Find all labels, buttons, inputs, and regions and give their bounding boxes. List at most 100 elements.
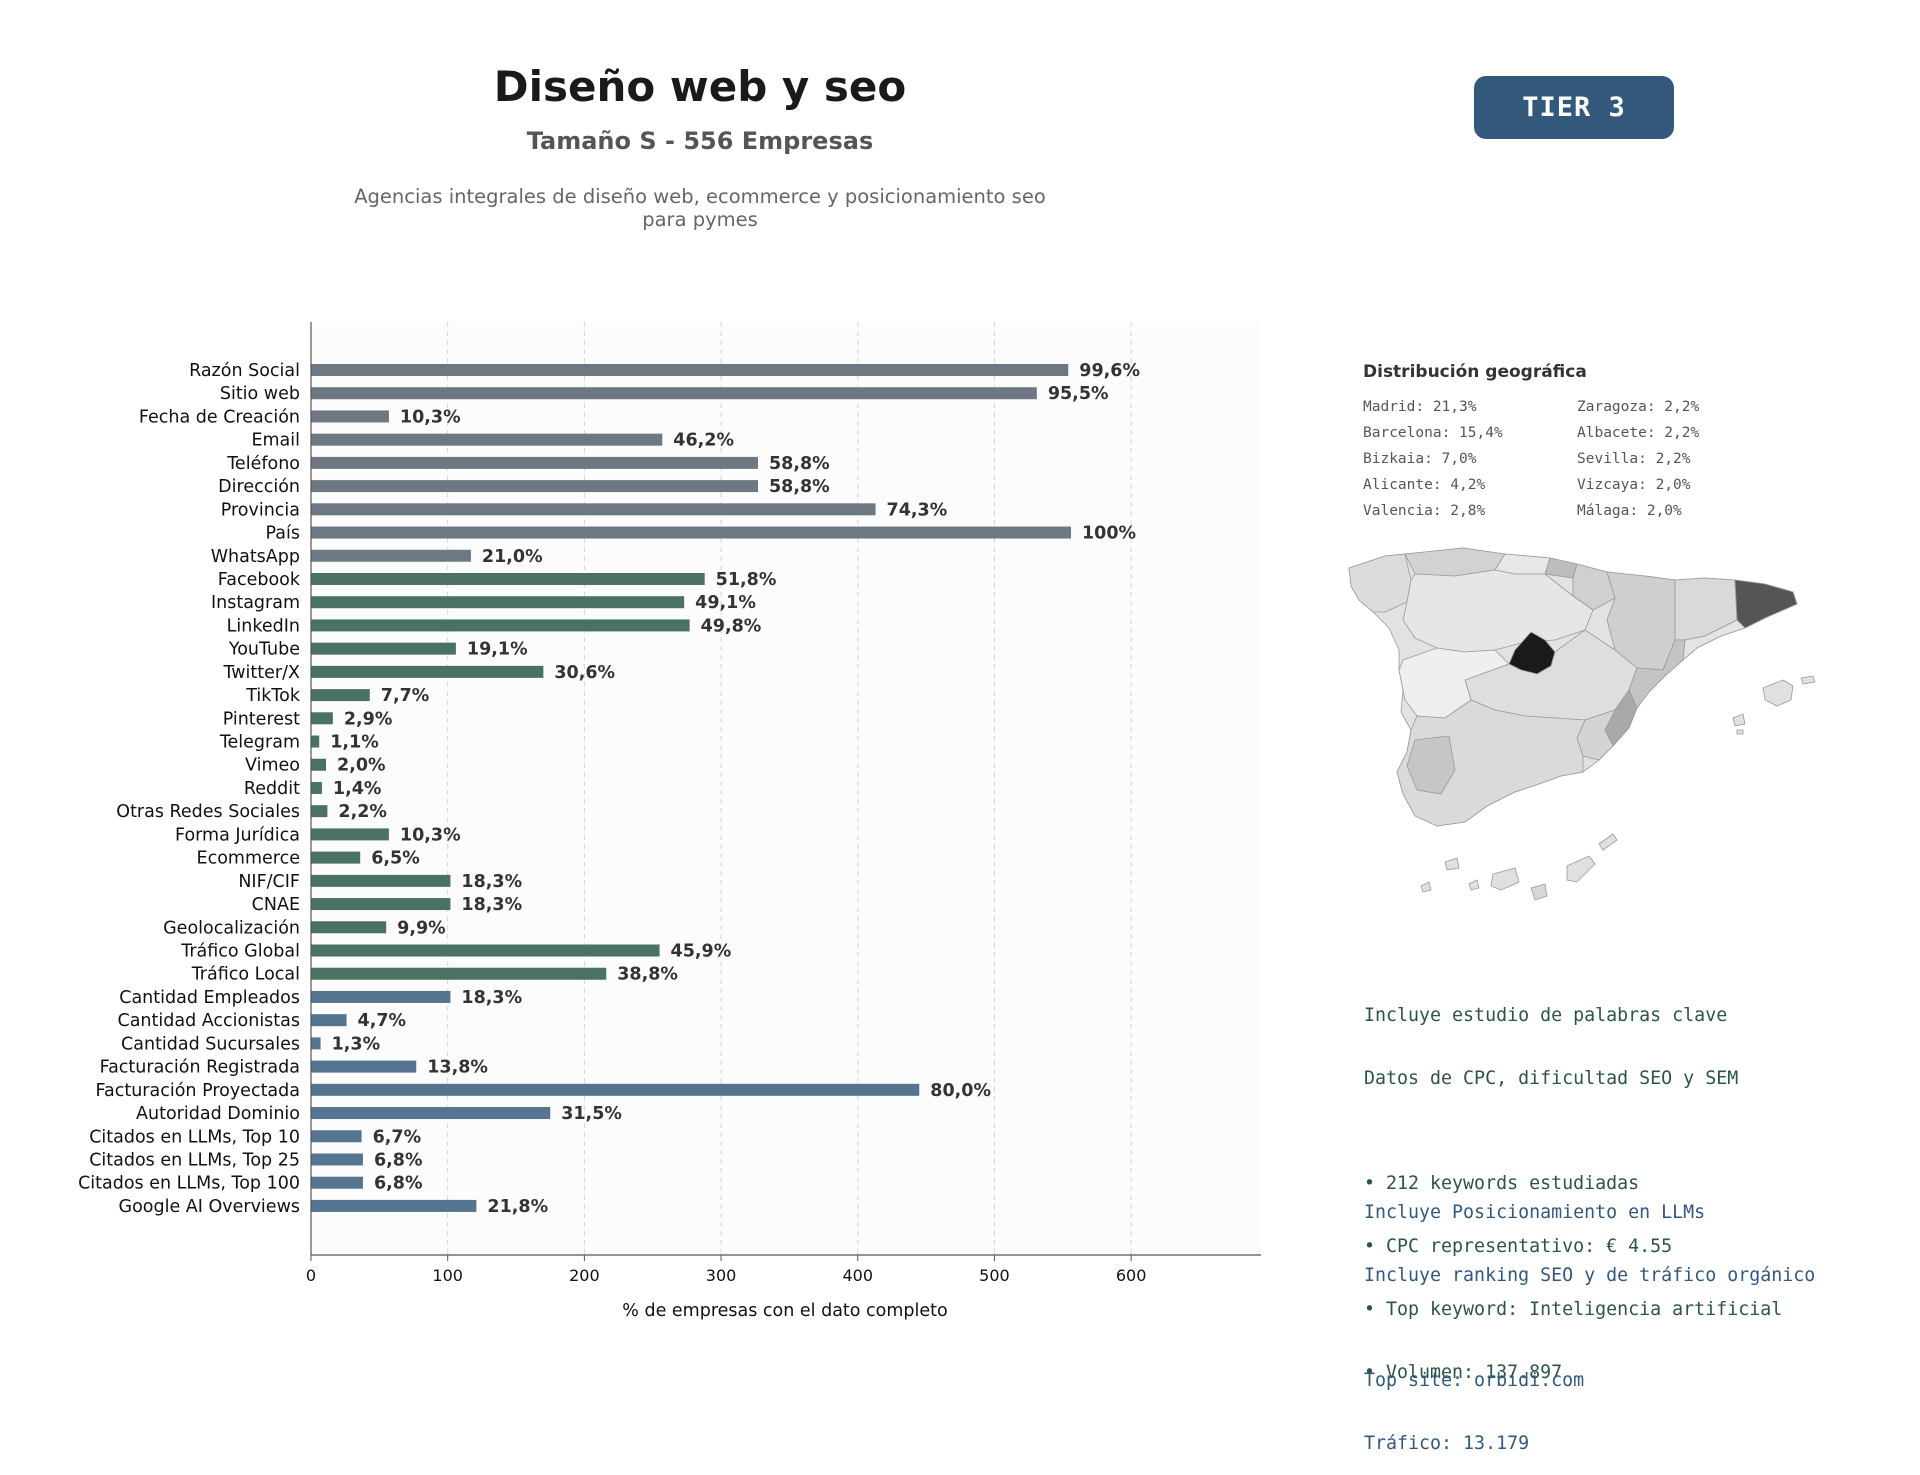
- map-canary-7: [1598, 833, 1618, 851]
- y-tick-label: TikTok: [245, 686, 301, 706]
- llm-line: Top site: orbidi.com: [1364, 1370, 1585, 1391]
- y-tick-label: Citados en LLMs, Top 25: [89, 1150, 300, 1170]
- y-tick-label: WhatsApp: [211, 547, 300, 567]
- data-label: 2,2%: [338, 802, 387, 822]
- page-description: Agencias integrales de diseño web, ecomm…: [354, 185, 1046, 231]
- y-tick-label: Cantidad Empleados: [119, 988, 300, 1008]
- data-label: 49,8%: [701, 616, 762, 636]
- bar: [311, 1130, 362, 1143]
- bar: [311, 549, 471, 562]
- bar: [311, 828, 389, 841]
- y-tick-label: Teléfono: [226, 454, 300, 474]
- keywords-line: • Top keyword: Inteligencia artificial: [1364, 1299, 1783, 1320]
- bar: [311, 781, 322, 794]
- data-label: 80,0%: [930, 1081, 991, 1101]
- y-tick-label: Provincia: [221, 500, 300, 520]
- map-castilla-leon: [1402, 569, 1594, 653]
- data-label: 18,3%: [461, 988, 522, 1008]
- y-tick-label: Facturación Registrada: [100, 1058, 300, 1078]
- y-tick-label: Cantidad Accionistas: [117, 1011, 300, 1031]
- bar: [311, 712, 333, 725]
- keywords-line: • 212 keywords estudiadas: [1364, 1173, 1640, 1194]
- bar: [311, 1176, 363, 1189]
- bar: [311, 410, 389, 423]
- data-label: 21,8%: [487, 1197, 548, 1217]
- tier-badge: TIER 3: [1474, 76, 1674, 139]
- y-tick-label: Email: [251, 431, 300, 451]
- bar: [311, 665, 544, 678]
- y-tick-label: Dirección: [218, 477, 300, 497]
- geo-item: Málaga: 2,0%: [1577, 503, 1682, 519]
- data-label: 1,4%: [333, 779, 382, 799]
- y-tick-label: Autoridad Dominio: [136, 1104, 300, 1124]
- keywords-line: • CPC representativo: € 4.55: [1364, 1236, 1673, 1257]
- bar: [311, 967, 607, 980]
- y-tick-label: Tráfico Local: [191, 965, 300, 985]
- map-canary-4: [1490, 867, 1520, 891]
- bar: [311, 1107, 551, 1120]
- data-label: 4,7%: [358, 1011, 407, 1031]
- bar: [311, 503, 876, 516]
- data-label: 58,8%: [769, 477, 830, 497]
- geo-item: Vizcaya: 2,0%: [1577, 477, 1691, 493]
- data-label: 6,5%: [371, 849, 420, 869]
- data-label: 1,1%: [330, 733, 379, 753]
- x-tick-label: 200: [569, 1266, 600, 1285]
- bar: [311, 1037, 321, 1050]
- data-label: 21,0%: [482, 547, 543, 567]
- geo-distribution-list: Madrid: 21,3% Zaragoza: 2,2% Barcelona: …: [1363, 398, 1783, 520]
- bar: [311, 1014, 347, 1027]
- x-tick-label: 500: [979, 1266, 1010, 1285]
- llm-line: Incluye Posicionamiento en LLMs: [1364, 1202, 1706, 1223]
- bar: [311, 758, 327, 771]
- data-label: 9,9%: [397, 918, 446, 938]
- y-tick-label: Razón Social: [189, 361, 300, 381]
- map-galicia: [1348, 553, 1412, 613]
- geo-item: Valencia: 2,8%: [1363, 503, 1486, 519]
- geo-item: Barcelona: 15,4%: [1363, 425, 1503, 441]
- bar: [311, 990, 451, 1003]
- y-tick-label: Facebook: [218, 570, 301, 590]
- y-tick-label: Facturación Proyectada: [96, 1081, 300, 1101]
- map-bizkaia: [1544, 557, 1578, 579]
- data-label: 13,8%: [427, 1058, 488, 1078]
- y-tick-label: Google AI Overviews: [119, 1197, 300, 1217]
- y-tick-label: NIF/CIF: [238, 872, 300, 892]
- y-tick-label: CNAE: [252, 895, 300, 915]
- x-tick-label: 400: [842, 1266, 873, 1285]
- y-tick-label: LinkedIn: [227, 616, 300, 636]
- bar: [311, 1153, 363, 1166]
- x-tick-label: 300: [706, 1266, 737, 1285]
- bar: [311, 364, 1069, 376]
- map-tarragona: [1682, 619, 1746, 661]
- llm-block: Incluye Posicionamiento en LLMs Incluye …: [1364, 1160, 1815, 1475]
- data-label: 100%: [1082, 524, 1136, 544]
- data-label: 1,3%: [332, 1034, 381, 1054]
- map-canary-3: [1468, 879, 1480, 891]
- x-axis-label: % de empresas con el dato completo: [622, 1301, 947, 1321]
- map-menorca: [1800, 675, 1816, 685]
- y-tick-label: Geolocalización: [163, 918, 300, 938]
- geo-item: Bizkaia: 7,0%: [1363, 451, 1477, 467]
- x-tick-label: 100: [432, 1266, 463, 1285]
- plot-area: [311, 322, 1261, 1255]
- bar: [311, 456, 758, 469]
- y-tick-label: YouTube: [228, 640, 300, 660]
- map-barcelona: [1734, 579, 1798, 629]
- y-tick-label: Twitter/X: [222, 663, 300, 683]
- data-label: 6,8%: [374, 1150, 423, 1170]
- data-label: 19,1%: [467, 640, 528, 660]
- keywords-line: Incluye estudio de palabras clave: [1364, 1005, 1728, 1026]
- map-canary-6: [1566, 855, 1596, 883]
- map-mallorca: [1762, 679, 1794, 707]
- y-tick-label: Tráfico Global: [180, 942, 300, 962]
- y-tick-label: Sitio web: [220, 384, 300, 404]
- data-label: 95,5%: [1048, 384, 1109, 404]
- map-ibiza: [1732, 713, 1746, 727]
- bar: [311, 1199, 477, 1212]
- geo-item: Albacete: 2,2%: [1577, 425, 1700, 441]
- data-label: 74,3%: [887, 500, 948, 520]
- keywords-line: • Volumen: 137.897: [1364, 1362, 1563, 1383]
- data-label: 10,3%: [400, 407, 461, 427]
- data-label: 38,8%: [617, 965, 678, 985]
